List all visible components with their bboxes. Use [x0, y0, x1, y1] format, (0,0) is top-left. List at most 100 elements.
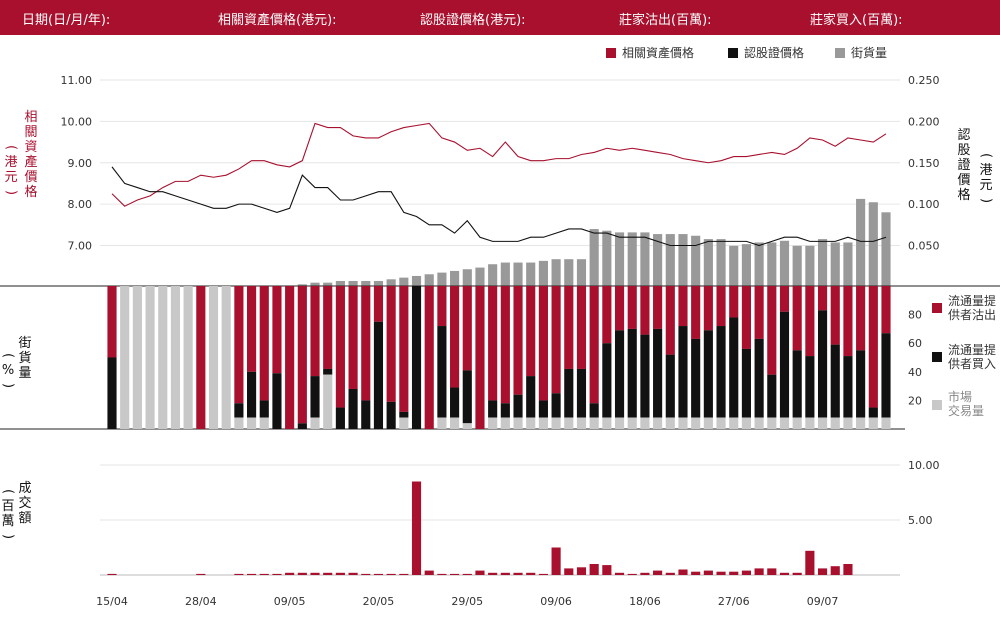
- turnover-bar: [462, 573, 472, 575]
- lp-buy-bar: [729, 317, 739, 418]
- lp-tick-label: 40: [908, 366, 922, 379]
- lp-buy-bar: [614, 330, 625, 418]
- lp-sell-bar: [526, 286, 536, 377]
- lp-buy-bar: [665, 354, 675, 418]
- outstanding-bar: [399, 277, 409, 286]
- turnover-bar: [703, 570, 713, 575]
- legend-warrant-swatch: [728, 48, 738, 58]
- market-bar: [450, 417, 460, 429]
- market-bar: [120, 286, 130, 429]
- lp-buy-bar: [526, 376, 536, 418]
- lp-sell-bar: [247, 286, 257, 372]
- market-bar: [830, 417, 840, 429]
- turnover-bar: [564, 568, 574, 575]
- outstanding-bar: [868, 202, 878, 286]
- lp-buy-bar: [589, 403, 599, 418]
- lp-buy-bar: [551, 393, 561, 418]
- lp-buy-bar: [107, 357, 117, 429]
- outstanding-axis-unit: (%): [0, 352, 16, 389]
- turnover-tick-label: 10.00: [908, 459, 940, 472]
- legend-underlying[interactable]: 相關資產價格: [606, 44, 694, 61]
- outstanding-bar: [348, 280, 358, 286]
- turnover-bar: [830, 566, 840, 575]
- market-bar: [627, 417, 637, 429]
- market-label: 市場 交易量: [948, 390, 985, 418]
- lp-sell-bar: [691, 286, 701, 339]
- outstanding-bar: [691, 235, 701, 286]
- lp-sell-bar: [716, 286, 726, 327]
- warrant-tick-label: 0.050: [908, 240, 940, 253]
- lp-sell-bar: [462, 286, 472, 371]
- date-label: 日期(日/月/年):: [22, 13, 111, 28]
- market-bar: [640, 417, 650, 429]
- legend-warrant[interactable]: 認股證價格: [728, 44, 804, 61]
- x-tick-label: 15/04: [96, 595, 128, 608]
- outstanding-bar: [843, 242, 853, 286]
- market-bar: [234, 417, 244, 429]
- turnover-bar: [754, 568, 764, 575]
- lp-sell-bar: [285, 286, 295, 429]
- lp-buy-bar: [348, 388, 358, 429]
- turnover-bar: [399, 573, 409, 575]
- lp-sell-bar: [107, 286, 117, 358]
- market-bar: [653, 417, 663, 429]
- turnover-bar: [488, 572, 498, 575]
- turnover-bar: [437, 573, 447, 575]
- outstanding-bar: [373, 280, 384, 286]
- outstanding-bar: [729, 245, 739, 286]
- issuer-buy-label: 莊家買入(百萬):: [810, 13, 903, 28]
- market-bar: [779, 417, 790, 429]
- market-bar: [488, 417, 498, 429]
- outstanding-bar: [437, 272, 447, 286]
- lp-sell-bar: [843, 286, 853, 357]
- turnover-bar: [196, 573, 206, 575]
- legend-outstanding[interactable]: 街貨量: [835, 44, 887, 61]
- legend-outstanding-label: 街貨量: [851, 46, 888, 60]
- market-bar: [716, 417, 726, 429]
- turnover-bar: [627, 573, 637, 575]
- lp-sell-bar: [589, 286, 599, 404]
- turnover-bar: [310, 572, 320, 575]
- turnover-bar: [551, 547, 561, 575]
- x-tick-label: 27/06: [718, 595, 750, 608]
- market-bar: [856, 417, 866, 429]
- underlying-tick-label: 7.00: [68, 240, 93, 253]
- lp-sell-bar: [792, 286, 802, 351]
- lp-sell-bar: [259, 286, 269, 401]
- turnover-bar: [779, 572, 790, 575]
- issuer-sell-label: 莊家沽出(百萬):: [619, 13, 712, 28]
- lp-buy-bar: [399, 411, 409, 418]
- lp-sell-bar: [653, 286, 663, 329]
- outstanding-bar: [665, 234, 675, 286]
- market-bar: [208, 286, 219, 429]
- warrant-tick-label: 0.250: [908, 74, 940, 87]
- lp-sell-bar: [399, 286, 409, 412]
- turnover-bar: [424, 570, 434, 575]
- lp-buy-bar: [691, 338, 701, 418]
- market-bar: [729, 417, 739, 429]
- lp-buy-bar: [259, 400, 269, 418]
- market-bar: [881, 417, 891, 429]
- outstanding-bar: [589, 229, 599, 286]
- x-tick-label: 09/06: [540, 595, 572, 608]
- lp-buy-swatch: [932, 352, 942, 362]
- outstanding-bar: [526, 262, 536, 286]
- lp-buy-bar: [792, 350, 802, 418]
- lp-buy-bar: [779, 311, 790, 418]
- turnover-bar: [475, 570, 485, 575]
- turnover-bar: [538, 573, 548, 575]
- lp-buy-bar: [843, 356, 853, 418]
- x-tick-label: 28/04: [185, 595, 217, 608]
- warrant-tick-label: 0.200: [908, 115, 940, 128]
- outstanding-bar: [513, 262, 523, 286]
- lp-sell-label: 流通量提 供者沽出: [948, 294, 997, 322]
- warrant-tick-label: 0.150: [908, 157, 940, 170]
- market-bar: [538, 417, 548, 429]
- lp-sell-bar: [437, 286, 447, 327]
- lp-sell-bar: [386, 286, 396, 402]
- outstanding-bar: [614, 232, 625, 286]
- turnover-bar: [361, 573, 371, 575]
- warrant-axis-unit: (港元): [978, 152, 994, 204]
- lp-sell-bar: [767, 286, 777, 375]
- turnover-bar: [450, 573, 460, 575]
